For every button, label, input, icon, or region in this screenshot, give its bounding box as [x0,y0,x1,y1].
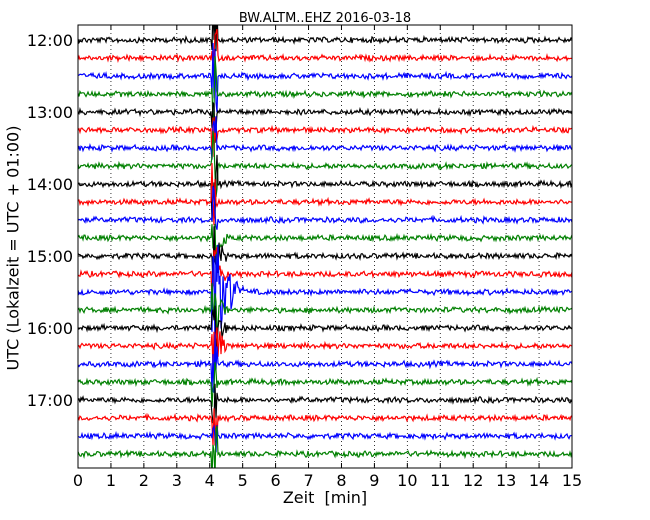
seismogram-trace [78,424,572,453]
seismogram-trace [78,246,572,302]
x-tick-label: 15 [562,471,582,490]
x-tick-label: 2 [139,471,149,490]
seismogram-trace [78,383,572,424]
y-tick-label: 16:00 [27,319,73,338]
y-axis-label: UTC (Lokalzeit = UTC + 01:00) [3,125,23,371]
plot-frame [77,24,573,469]
y-tick-label: 12:00 [27,31,73,50]
seismogram-trace [78,101,572,143]
seismogram-trace [78,131,572,198]
seismogram-trace [78,327,572,370]
seismogram-trace [78,56,572,126]
y-axis: 12:00 13:00 14:00 15:00 16:00 17:00 [27,31,572,410]
x-tick-label: 1 [106,471,116,490]
seismogram-trace [78,185,572,230]
x-tick-label: 3 [172,471,182,490]
traces [78,25,572,468]
x-tick-label: 10 [397,471,417,490]
x-tick-label: 0 [73,471,83,490]
x-tick-label: 4 [205,471,215,490]
seismogram-trace [78,163,572,226]
x-axis-label: Zeit [min] [282,488,368,507]
x-tick-label: 5 [238,471,248,490]
seismogram-trace [78,334,572,393]
seismogram-trace [78,244,572,350]
x-tick-label: 7 [303,471,313,490]
x-tick-label: 8 [336,471,346,490]
y-tick-label: 15:00 [27,247,73,266]
seismogram-trace [78,305,572,353]
x-tick-label: 13 [496,471,516,490]
chart-title: BW.ALTM..EHZ 2016-03-18 [238,11,412,26]
y-tick-label: 13:00 [27,103,73,122]
x-tick-label: 9 [369,471,379,490]
x-tick-label: 11 [430,471,450,490]
x-tick-label: 12 [463,471,483,490]
seismogram-trace [78,154,572,222]
seismogram-trace [78,425,572,468]
x-tick-label: 6 [271,471,281,490]
seismogram-trace [78,408,572,447]
seismogram-trace [78,362,572,407]
seismogram-trace [78,223,572,269]
x-axis: 0 1 2 3 4 5 6 7 8 9 10 11 12 13 14 15 [73,25,582,490]
seismogram-trace [78,226,572,287]
seismogram-trace [78,283,572,331]
seismogram-trace [78,116,572,160]
x-tick-label: 14 [529,471,549,490]
y-tick-label: 17:00 [27,391,73,410]
seismogram-trace [78,117,572,159]
seismogram-trace [78,25,572,52]
y-tick-label: 14:00 [27,175,73,194]
seismogram-trace [78,42,572,113]
seismogram-trace [78,29,572,64]
